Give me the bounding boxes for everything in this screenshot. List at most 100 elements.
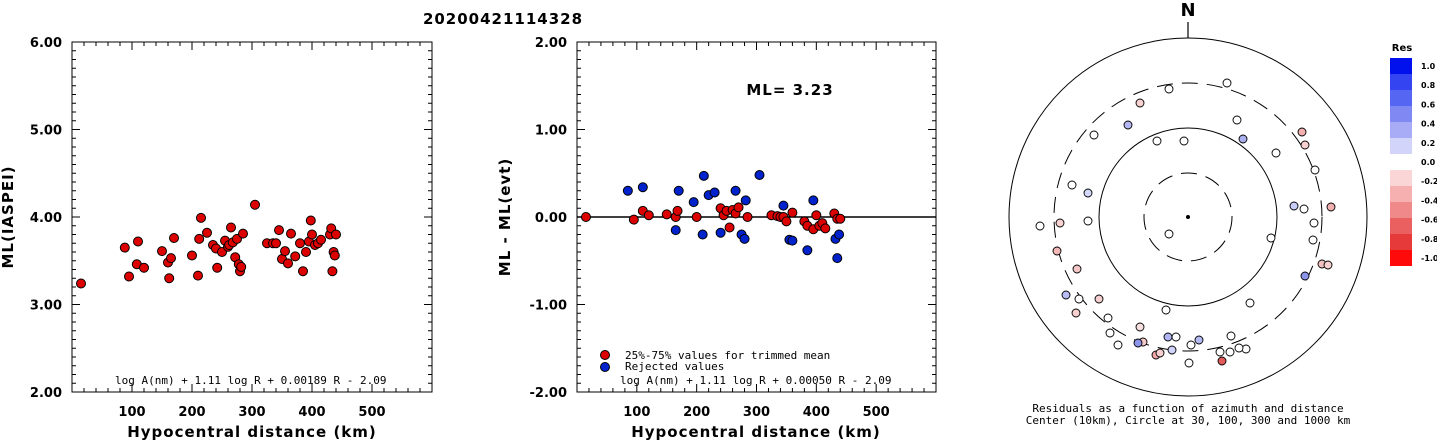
- station-residual-marker: [1194, 335, 1204, 345]
- xtick-label: 300: [743, 405, 770, 420]
- station-residual-marker: [1072, 264, 1082, 274]
- data-point: [733, 202, 744, 213]
- data-point: [781, 216, 792, 227]
- station-residual-marker: [1238, 134, 1248, 144]
- station-residual-marker: [1071, 308, 1081, 318]
- station-residual-marker: [1184, 358, 1194, 368]
- data-point: [622, 185, 633, 196]
- ytick-label: 2.00: [30, 386, 62, 401]
- xtick-label: 100: [118, 405, 145, 420]
- colorbar-tick-label: 0.4: [1421, 120, 1436, 129]
- station-residual-marker: [1222, 78, 1232, 88]
- data-point: [331, 229, 341, 240]
- station-residual-marker: [1152, 136, 1162, 146]
- colorbar-tick-label: 1.0: [1421, 62, 1436, 71]
- station-residual-marker: [1245, 298, 1255, 308]
- circle-30km: [1143, 172, 1233, 262]
- station-residual-marker: [1161, 305, 1171, 315]
- data-point: [672, 205, 683, 216]
- data-point: [637, 182, 648, 193]
- station-residual-marker: [1217, 356, 1227, 366]
- station-residual-marker: [1164, 229, 1174, 239]
- station-residual-marker: [1215, 347, 1225, 357]
- data-point: [286, 228, 296, 239]
- station-residual-marker: [1234, 343, 1244, 353]
- station-residual-marker: [1308, 235, 1318, 245]
- data-point: [196, 212, 206, 223]
- data-point: [307, 229, 317, 240]
- station-residual-marker: [1052, 246, 1062, 256]
- data-point: [76, 278, 86, 289]
- data-point: [295, 238, 305, 249]
- data-point: [697, 229, 708, 240]
- data-point: [787, 235, 798, 246]
- xtick-label: 200: [178, 405, 205, 420]
- station-residual-marker: [1232, 115, 1242, 125]
- legend-label-trimmed: 25%-75% values for trimmed mean: [625, 349, 830, 362]
- data-point: [715, 227, 726, 238]
- colorbar-segment: [1390, 202, 1412, 218]
- data-point: [226, 222, 236, 233]
- station-residual-marker: [1271, 148, 1281, 158]
- ytick-label: 4.00: [30, 211, 62, 226]
- data-point: [808, 195, 819, 206]
- colorbar-tick-label: 0.8: [1421, 81, 1436, 90]
- colorbar-segment: [1390, 250, 1412, 266]
- xtick-label: 400: [298, 405, 325, 420]
- station-residual-marker: [1266, 233, 1276, 243]
- colorbar-tick-label: -0.2: [1421, 177, 1437, 186]
- station-residual-marker: [1164, 84, 1174, 94]
- colorbar-segment: [1390, 90, 1412, 106]
- colorbar-segment: [1390, 106, 1412, 122]
- station-residual-marker: [1083, 216, 1093, 226]
- station-residual-marker: [1135, 98, 1145, 108]
- station-residual-marker: [1309, 218, 1319, 228]
- colorbar-segment: [1390, 218, 1412, 234]
- colorbar-segment: [1390, 186, 1412, 202]
- station-residual-marker: [1103, 313, 1113, 323]
- plot2-ylabel: ML - ML(evt): [496, 158, 514, 276]
- colorbar-segment: [1390, 154, 1412, 170]
- data-point: [316, 234, 326, 245]
- station-residual-marker: [1083, 188, 1093, 198]
- plot1-ylabel: ML(IASPEI): [0, 165, 17, 268]
- data-point: [835, 213, 846, 224]
- data-point: [834, 229, 845, 240]
- azimuth-residual-plot: N Residuals as a function of azimuth and…: [1008, 0, 1437, 427]
- colorbar-segment: [1390, 74, 1412, 90]
- station-residual-marker: [1323, 260, 1333, 270]
- data-point: [169, 233, 179, 243]
- ml-distance-plot: 2.00 3.00 4.00 5.00 6.00 100 200 300 400 500 Hypo…: [0, 36, 433, 441]
- polar-caption-1: Residuals as a function of azimuth and d…: [1032, 402, 1343, 415]
- data-point: [802, 245, 813, 256]
- ytick-label: -2.00: [530, 386, 567, 401]
- data-point: [164, 273, 175, 284]
- station-residual-marker: [1300, 271, 1310, 281]
- data-point: [698, 170, 709, 181]
- xtick-label: 400: [803, 405, 830, 420]
- colorbar-segment: [1390, 170, 1412, 186]
- data-point: [580, 212, 591, 222]
- ytick-label: 5.00: [30, 124, 62, 139]
- colorbar-segment: [1390, 58, 1412, 74]
- plot2-formula: log A(nm) + 1.11 log R + 0.00050 R - 2.0…: [620, 374, 892, 387]
- data-point: [742, 212, 753, 222]
- data-point: [673, 185, 684, 196]
- polar-caption-2: Center (10km), Circle at 30, 100, 300 an…: [1026, 414, 1351, 427]
- legend-label-rejected: Rejected values: [625, 360, 724, 373]
- station-residual-marker: [1289, 201, 1299, 211]
- data-point: [661, 209, 672, 220]
- data-point: [787, 207, 798, 218]
- station-residual-marker: [1186, 340, 1196, 350]
- data-point: [202, 227, 212, 238]
- station-residual-marker: [1155, 348, 1165, 358]
- data-point: [133, 236, 143, 247]
- residual-distance-plot: -2.00 -1.00 0.00 1.00 2.00 100 200 300 400 500 Hy…: [496, 36, 937, 441]
- colorbar-tick-label: -1.0: [1421, 254, 1437, 263]
- data-point: [832, 253, 843, 264]
- plot2-xlabel: Hypocentral distance (km): [631, 423, 881, 441]
- data-point: [709, 187, 720, 198]
- ytick-label: -1.00: [530, 299, 567, 314]
- data-point: [166, 253, 176, 264]
